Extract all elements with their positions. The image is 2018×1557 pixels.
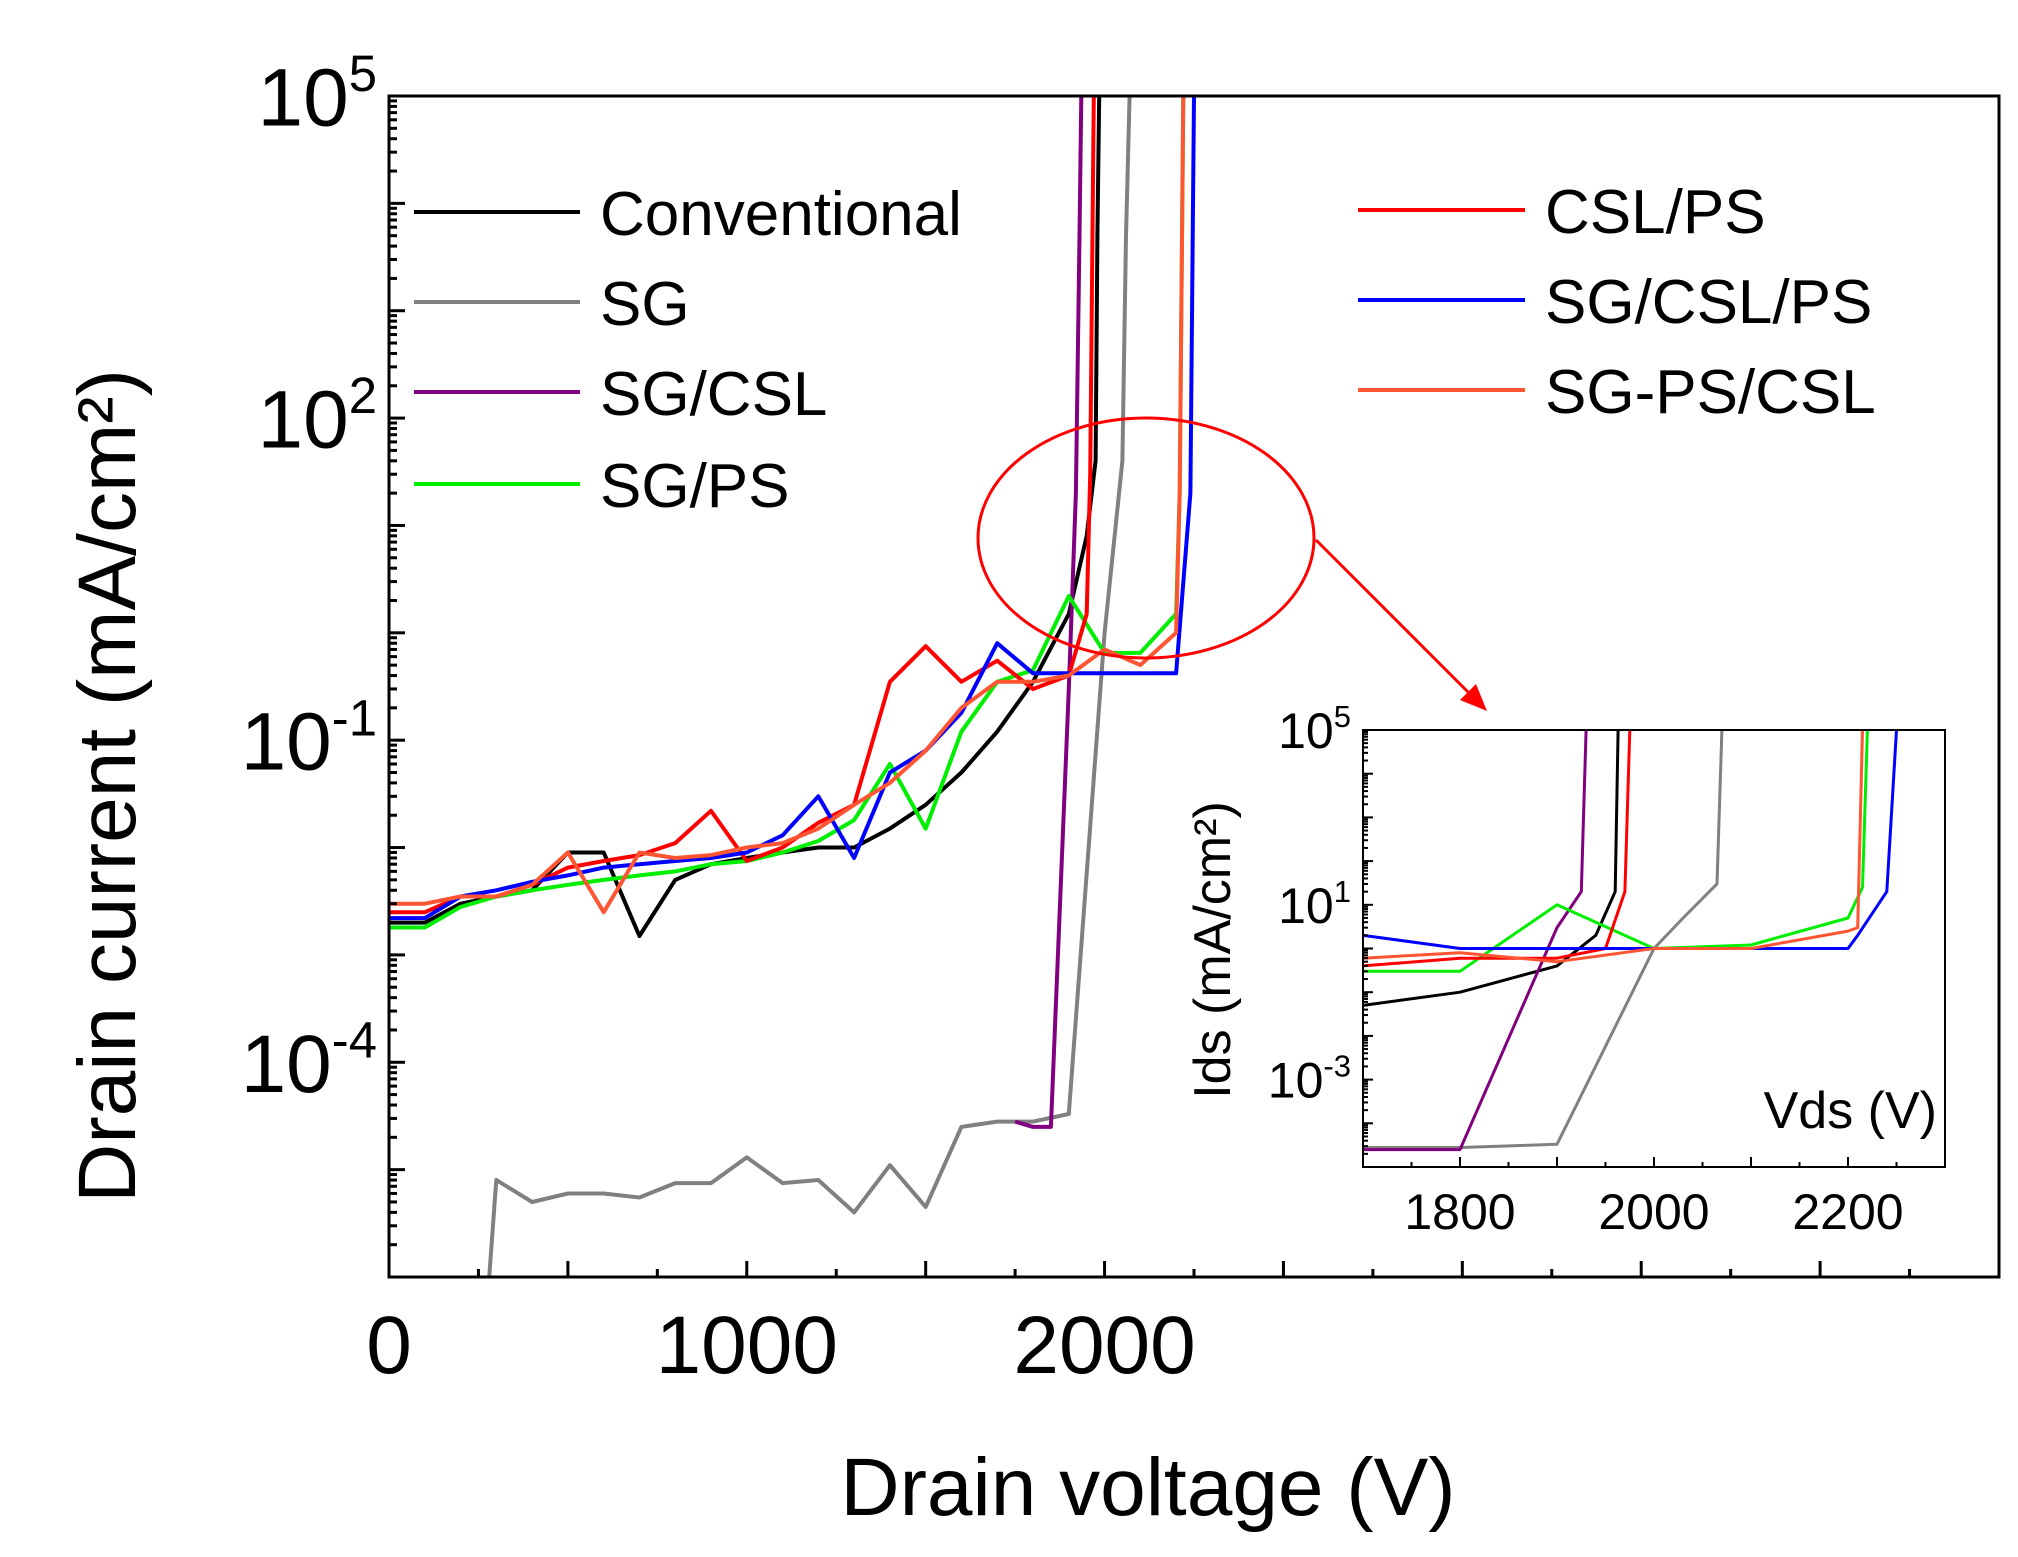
main-y-tick-label: 10-4 [241, 1011, 377, 1109]
legend-label-sg-csl: SG/CSL [600, 360, 827, 429]
highlight-arrow-line [1314, 538, 1474, 698]
main-x-axis: 0 1000 2000 [366, 1261, 2001, 1391]
inset-series-sg-ps-csl [1363, 730, 1864, 964]
main-x-tick-label: 0 [366, 1300, 412, 1391]
legend-left: Conventional SG SG/CSL SG/PS [414, 180, 962, 521]
inset-x-tick-label: 1800 [1404, 1184, 1515, 1240]
legend-label-sg-csl-ps: SG/CSL/PS [1545, 268, 1872, 337]
main-series-sg-ps-csl [389, 96, 1186, 915]
main-series-sg [487, 96, 1132, 1277]
legend-label-sg: SG [600, 270, 690, 339]
legend-label-csl-ps: CSL/PS [1545, 178, 1766, 247]
inset-x-axis-label: Vds (V) [1764, 1082, 1937, 1140]
main-series-sg-csl [1014, 96, 1084, 1129]
legend-right: CSL/PS SG/CSL/PS SG-PS/CSL [1358, 178, 1876, 427]
main-y-tick-label: 105 [258, 45, 378, 143]
main-x-axis-label: Drain voltage (V) [840, 1442, 1455, 1533]
main-series-sg-csl-ps [389, 96, 1196, 921]
inset-y-tick-label: 101 [1278, 874, 1351, 934]
inset-x-tick-label: 2000 [1598, 1184, 1709, 1240]
legend-label-sg-ps-csl: SG-PS/CSL [1545, 358, 1876, 427]
inset-series-sg-ps [1363, 730, 1869, 973]
inset-series-csl-ps [1363, 730, 1632, 968]
inset-y-tick-label: 10-3 [1268, 1049, 1351, 1109]
main-y-tick-label: 102 [258, 367, 378, 465]
main-y-axis: 10-4 10-1 102 105 [241, 45, 405, 1279]
legend-label-sg-ps: SG/PS [600, 452, 790, 521]
main-y-axis-label: Drain current (mA/cm²) [62, 369, 153, 1203]
highlight-arrow-head [1460, 684, 1487, 711]
inset-plot-series [1363, 730, 1898, 1152]
main-plot-series [389, 96, 1196, 1277]
inset-x-axis: 1800 2000 2200 [1362, 1157, 1946, 1240]
main-x-tick-label: 1000 [656, 1300, 838, 1391]
inset-y-axis: 10-3 101 105 [1268, 699, 1373, 1168]
legend-label-conventional: Conventional [600, 180, 962, 249]
highlight-ellipse [976, 416, 1316, 660]
inset-y-tick-label: 105 [1278, 699, 1351, 759]
inset-series-conventional [1363, 730, 1620, 1007]
inset-series-sg-csl [1363, 730, 1588, 1152]
main-y-tick-label: 10-1 [241, 689, 377, 787]
inset-y-axis-label: Ids (mA/cm²) [1184, 801, 1242, 1099]
inset-x-tick-label: 2200 [1792, 1184, 1903, 1240]
main-x-tick-label: 2000 [1013, 1300, 1195, 1391]
